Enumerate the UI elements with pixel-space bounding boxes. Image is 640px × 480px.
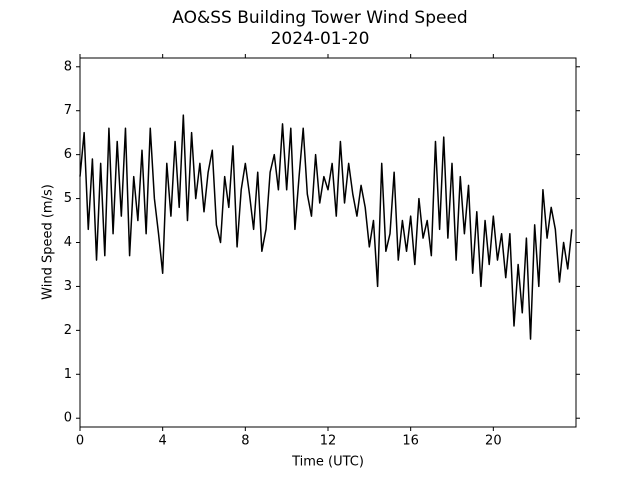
x-tick-label: 0 — [76, 434, 84, 449]
y-tick-label: 6 — [64, 147, 72, 162]
y-tick-label: 5 — [64, 191, 72, 206]
y-axis-label: Wind Speed (m/s) — [41, 184, 56, 300]
y-tick-label: 2 — [64, 323, 72, 338]
plot-frame — [79, 57, 577, 428]
y-tick-label: 4 — [64, 235, 72, 250]
y-tick-label: 7 — [64, 103, 72, 118]
y-tick-label: 3 — [64, 279, 72, 294]
y-tick-label: 8 — [64, 59, 72, 74]
x-tick-label: 12 — [320, 434, 337, 449]
x-tick-label: 4 — [159, 434, 167, 449]
x-axis-label: Time (UTC) — [291, 455, 364, 470]
y-tick-label: 0 — [64, 411, 72, 426]
x-tick-label: 20 — [485, 434, 502, 449]
chart-title: AO&SS Building Tower Wind Speed — [172, 8, 467, 28]
chart-subtitle: 2024-01-20 — [271, 29, 370, 49]
x-tick-label: 16 — [402, 434, 419, 449]
x-tick-label: 8 — [241, 434, 249, 449]
y-tick-label: 1 — [64, 367, 72, 382]
wind-speed-line — [79, 114, 573, 340]
